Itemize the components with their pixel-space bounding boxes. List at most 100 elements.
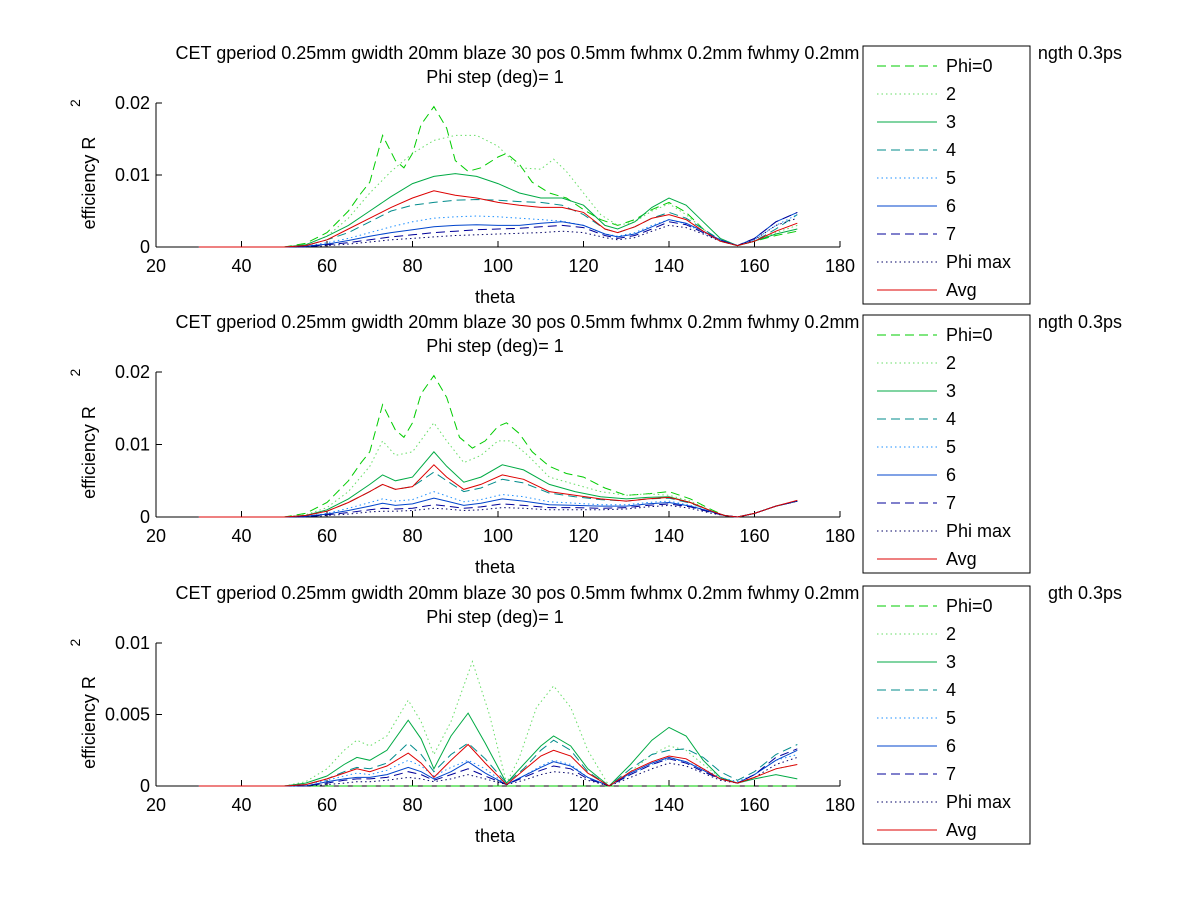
series-line-8 (198, 756, 798, 787)
x-tick-label: 40 (231, 256, 251, 276)
x-tick-label: 80 (402, 526, 422, 546)
legend-entry: Phi=0 (946, 56, 993, 76)
x-tick-label: 180 (825, 795, 855, 815)
series-line-5 (198, 214, 798, 248)
legend-entry: Avg (946, 549, 977, 569)
y-axis-label: efficiency R (79, 137, 99, 230)
y-tick-label: 0 (140, 776, 150, 796)
chart-subtitle: Phi step (deg)= 1 (426, 336, 564, 356)
chart-title: CET gperiod 0.25mm gwidth 20mm blaze 30 … (176, 43, 935, 63)
series-line-3 (198, 173, 798, 248)
legend-entry: Phi max (946, 792, 1011, 812)
y-axis-label-superscript: 2 (67, 99, 83, 107)
legend-entry: 5 (946, 708, 956, 728)
x-tick-label: 120 (568, 795, 598, 815)
y-tick-label: 0 (140, 237, 150, 257)
chart-subtitle: Phi step (deg)= 1 (426, 607, 564, 627)
y-axis-label-superscript: 2 (67, 369, 83, 377)
legend-entry: Phi max (946, 521, 1011, 541)
y-tick-label: 0 (140, 507, 150, 527)
x-axis-label: theta (475, 826, 516, 846)
x-tick-label: 120 (568, 526, 598, 546)
legend-entry: 7 (946, 224, 956, 244)
legend-entry: 2 (946, 624, 956, 644)
x-tick-label: 140 (654, 256, 684, 276)
legend-entry: Phi=0 (946, 596, 993, 616)
legend-entry: 2 (946, 353, 956, 373)
chart-title: CET gperiod 0.25mm gwidth 20mm blaze 30 … (176, 312, 935, 332)
x-axis-label: theta (475, 557, 516, 577)
legend-entry: 7 (946, 493, 956, 513)
legend-entry: 3 (946, 381, 956, 401)
series-line-5 (198, 491, 798, 518)
x-tick-label: 100 (483, 526, 513, 546)
x-tick-label: 60 (317, 795, 337, 815)
series-line-8 (198, 217, 798, 248)
x-tick-label: 20 (146, 526, 166, 546)
x-tick-label: 160 (739, 795, 769, 815)
x-tick-label: 80 (402, 795, 422, 815)
x-tick-label: 100 (483, 795, 513, 815)
x-axis-label: theta (475, 287, 516, 307)
legend-entry: 7 (946, 764, 956, 784)
y-axis-label: efficiency R (79, 406, 99, 499)
x-tick-label: 20 (146, 256, 166, 276)
series-line-9 (198, 743, 798, 787)
x-tick-label: 40 (231, 795, 251, 815)
x-tick-label: 160 (739, 256, 769, 276)
legend-entry: 4 (946, 140, 956, 160)
legend-entry: 5 (946, 437, 956, 457)
x-tick-label: 60 (317, 526, 337, 546)
x-tick-label: 120 (568, 256, 598, 276)
x-tick-label: 140 (654, 526, 684, 546)
series-line-3 (198, 451, 798, 518)
y-tick-label: 0.02 (115, 93, 150, 113)
series-line-4 (198, 198, 798, 248)
legend-box (862, 314, 1031, 574)
legend-entry: 3 (946, 652, 956, 672)
series-line-2 (198, 660, 798, 787)
chart-title: CET gperiod 0.25mm gwidth 20mm blaze 30 … (176, 583, 935, 603)
y-tick-label: 0.02 (115, 362, 150, 382)
legend-box (862, 585, 1031, 845)
series-line-9 (198, 190, 798, 248)
chart-title-tail: ngth 0.3ps (1038, 43, 1122, 63)
chart-title-tail: gth 0.3ps (1048, 583, 1122, 603)
chart-panel-2: CET gperiod 0.25mm gwidth 20mm blaze 30 … (67, 312, 1122, 577)
legend-entry: 3 (946, 112, 956, 132)
x-tick-label: 180 (825, 256, 855, 276)
y-tick-label: 0.005 (105, 705, 150, 725)
legend-entry: 2 (946, 84, 956, 104)
x-tick-label: 100 (483, 256, 513, 276)
legend-entry: 6 (946, 465, 956, 485)
y-axis-label-superscript: 2 (67, 639, 83, 647)
y-tick-label: 0.01 (115, 165, 150, 185)
y-axis-label: efficiency R (79, 676, 99, 769)
series-line-7 (198, 500, 798, 518)
series-line-4 (198, 739, 798, 787)
series-line-7 (198, 748, 798, 787)
legend-entry: Phi max (946, 252, 1011, 272)
x-tick-label: 60 (317, 256, 337, 276)
legend-entry: 6 (946, 736, 956, 756)
x-tick-label: 40 (231, 526, 251, 546)
series-line-3 (198, 712, 798, 787)
series-line-6 (198, 749, 798, 787)
x-tick-label: 20 (146, 795, 166, 815)
series-line-6 (198, 211, 798, 248)
legend-entry: 4 (946, 680, 956, 700)
chart-panel-3: CET gperiod 0.25mm gwidth 20mm blaze 30 … (67, 583, 1122, 846)
series-line-2 (198, 134, 798, 248)
legend-entry: 4 (946, 409, 956, 429)
series-line-2 (198, 421, 798, 518)
legend-entry: 5 (946, 168, 956, 188)
chart-subtitle: Phi step (deg)= 1 (426, 67, 564, 87)
x-tick-label: 180 (825, 526, 855, 546)
y-tick-label: 0.01 (115, 633, 150, 653)
legend-entry: Avg (946, 820, 977, 840)
series-line-9 (198, 464, 798, 518)
series-line-1 (198, 374, 798, 518)
series-line-1 (198, 105, 798, 248)
chart-panel-1: CET gperiod 0.25mm gwidth 20mm blaze 30 … (67, 43, 1122, 307)
